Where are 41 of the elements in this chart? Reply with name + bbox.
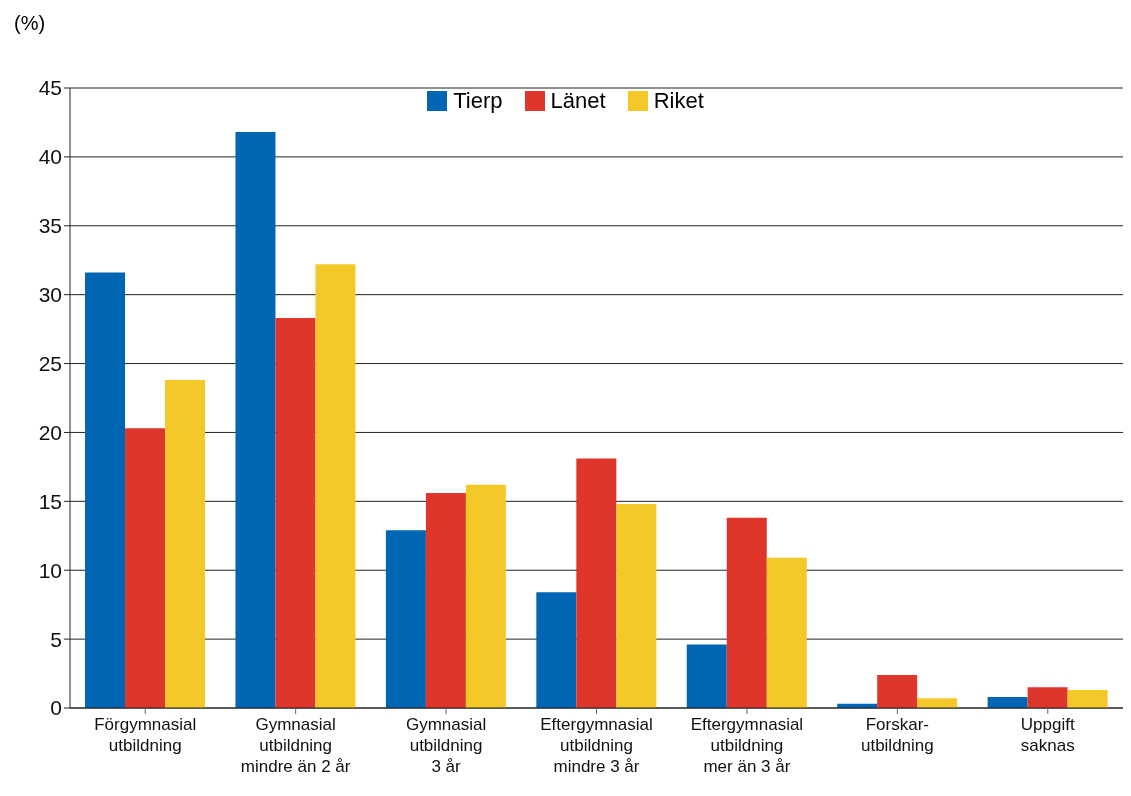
bar xyxy=(85,272,126,708)
y-tick-label: 40 xyxy=(38,145,62,169)
bar xyxy=(125,428,166,708)
bar xyxy=(385,530,426,708)
x-tick-label: Gymnasial utbildning 3 år xyxy=(405,715,487,776)
bar xyxy=(726,517,767,708)
bar xyxy=(616,504,657,708)
y-tick-label: 35 xyxy=(38,214,62,238)
y-tick-label: 45 xyxy=(38,76,62,100)
bar xyxy=(465,484,506,708)
y-tick-label: 20 xyxy=(38,420,62,444)
bar xyxy=(917,698,958,708)
x-tick-label: Uppgift saknas xyxy=(1020,715,1075,755)
bar xyxy=(275,318,316,708)
legend-label: Tierp xyxy=(452,88,503,114)
bar xyxy=(1027,687,1068,708)
y-tick-label: 15 xyxy=(38,489,62,513)
y-tick-label: 5 xyxy=(50,627,62,651)
y-axis-title: (%) xyxy=(14,12,46,35)
y-tick-label: 0 xyxy=(50,696,62,720)
x-tick-label: Gymnasial utbildning mindre än 2 år xyxy=(240,715,351,776)
x-tick-label: Eftergymnasial utbildning mindre 3 år xyxy=(540,715,653,776)
x-tick-label: Forskar- utbildning xyxy=(860,715,934,755)
bar xyxy=(315,264,356,708)
x-tick-label: Förgymnasial utbildning xyxy=(94,715,197,755)
y-tick-label: 30 xyxy=(38,283,62,307)
x-tick-label: Eftergymnasial utbildning mer än 3 år xyxy=(690,715,804,776)
bar xyxy=(686,644,727,708)
bar xyxy=(165,380,206,708)
bar xyxy=(877,674,918,708)
bar xyxy=(1067,690,1108,708)
legend-label: Länet xyxy=(549,88,606,114)
legend-label: Riket xyxy=(652,88,704,114)
bar xyxy=(576,458,617,708)
bar xyxy=(766,557,807,708)
y-tick-label: 25 xyxy=(38,352,62,376)
bar xyxy=(425,493,466,708)
bar xyxy=(987,696,1028,708)
bar xyxy=(536,592,577,708)
bar xyxy=(235,132,276,708)
y-tick-label: 10 xyxy=(38,558,62,582)
